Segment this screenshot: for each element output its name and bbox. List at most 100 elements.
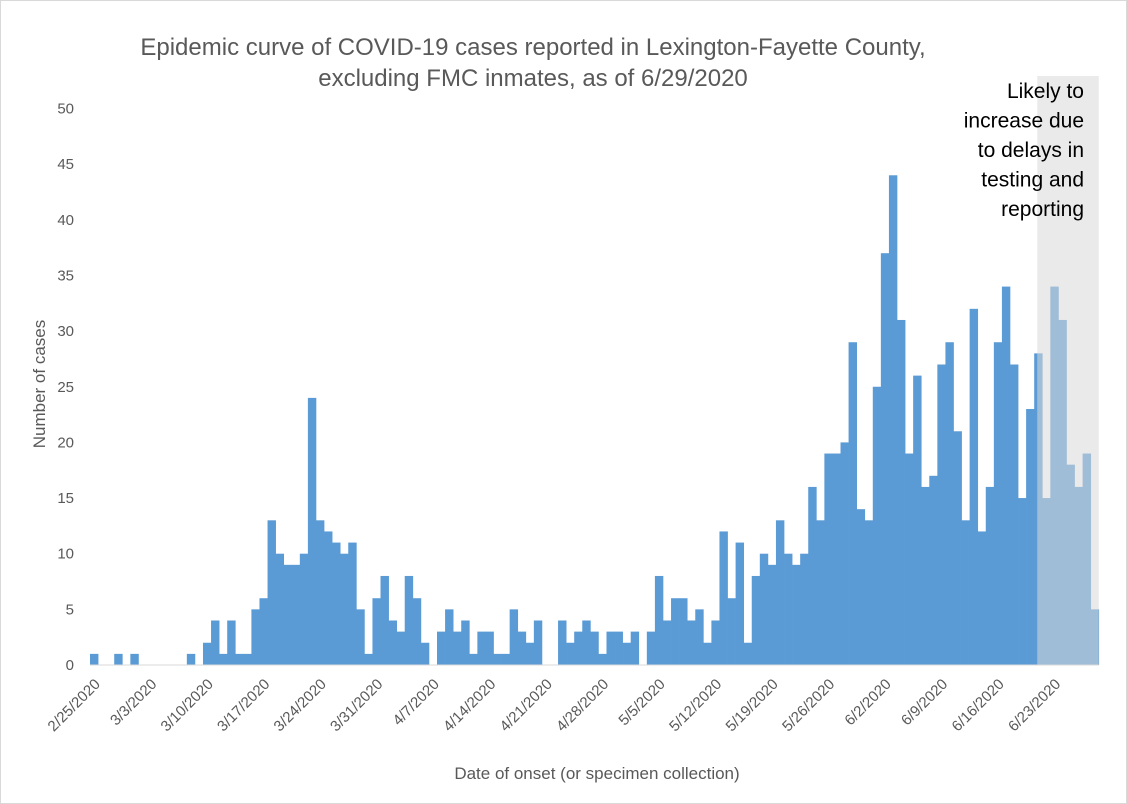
bar — [525, 642, 535, 665]
bar — [364, 653, 373, 665]
y-tick-label: 40 — [57, 212, 74, 229]
bar — [735, 542, 745, 665]
bar — [832, 453, 841, 665]
bar — [929, 475, 938, 665]
x-tick-label: 5/26/2020 — [779, 676, 838, 735]
y-tick-label: 35 — [57, 267, 74, 284]
bar — [211, 620, 220, 665]
bar — [953, 431, 962, 665]
bar — [937, 364, 946, 665]
bar — [1018, 498, 1027, 665]
bar — [864, 520, 874, 665]
bar — [646, 631, 656, 665]
bar — [662, 620, 672, 665]
bar — [993, 342, 1003, 665]
x-tick-label: 5/5/2020 — [615, 676, 668, 729]
bar — [969, 308, 979, 665]
x-tick-label: 3/17/2020 — [214, 676, 273, 735]
x-tick-label: 3/10/2020 — [158, 676, 217, 735]
bar — [695, 609, 704, 665]
bar — [372, 598, 381, 665]
bar — [913, 375, 922, 665]
bar — [243, 653, 252, 665]
bar — [888, 175, 898, 665]
bar — [251, 609, 260, 665]
x-tick-label: 2/25/2020 — [45, 676, 104, 735]
bar — [590, 631, 599, 665]
bar — [751, 575, 761, 665]
bar — [905, 453, 914, 665]
bar — [872, 386, 882, 665]
bar — [880, 253, 890, 665]
bar — [679, 598, 688, 665]
y-tick-label: 0 — [66, 657, 74, 674]
bar — [324, 531, 333, 665]
bar — [420, 642, 430, 665]
bar — [767, 564, 777, 665]
bar — [380, 575, 389, 665]
y-tick-label: 50 — [57, 101, 74, 118]
bar — [477, 631, 486, 665]
bar — [348, 542, 357, 665]
chart-title-line-1: Epidemic curve of COVID-19 cases reporte… — [140, 34, 925, 61]
x-tick-label: 6/16/2020 — [949, 676, 1008, 735]
bar — [340, 553, 349, 665]
y-tick-label: 30 — [57, 323, 74, 340]
bar — [509, 609, 519, 665]
bar — [202, 642, 212, 665]
bar — [711, 620, 720, 665]
bar — [566, 642, 575, 665]
bar — [227, 620, 236, 665]
bar — [283, 564, 293, 665]
bar — [985, 486, 995, 665]
bar — [130, 653, 139, 665]
bar — [784, 553, 793, 665]
shaded-region-note-line: Likely to — [1007, 80, 1084, 103]
bar — [598, 653, 607, 665]
bar — [235, 653, 244, 665]
bar — [291, 564, 301, 665]
bar — [897, 319, 906, 665]
bar — [558, 620, 567, 665]
bar — [469, 653, 478, 665]
bar — [219, 653, 228, 665]
bar — [816, 520, 825, 665]
bar — [654, 575, 664, 665]
bar — [792, 564, 801, 665]
chart-title-line-2: excluding FMC inmates, as of 6/29/2020 — [318, 65, 748, 92]
bar — [437, 631, 446, 665]
y-tick-label: 20 — [57, 434, 74, 451]
bar — [493, 653, 502, 665]
bar — [800, 553, 809, 665]
reporting-delay-shaded-region — [1037, 76, 1099, 665]
bar — [848, 342, 857, 665]
bar — [856, 509, 866, 665]
bar — [574, 631, 583, 665]
x-tick-label: 4/28/2020 — [553, 676, 612, 735]
bar — [356, 609, 365, 665]
y-tick-label: 15 — [57, 490, 74, 507]
bar — [275, 553, 285, 665]
bar — [259, 598, 268, 665]
bar — [114, 653, 123, 665]
bar — [307, 397, 317, 665]
bar — [808, 486, 817, 665]
bar — [743, 642, 753, 665]
x-tick-label: 4/14/2020 — [440, 676, 499, 735]
bar — [533, 620, 543, 665]
y-tick-label: 5 — [66, 601, 74, 618]
x-tick-label: 4/7/2020 — [390, 676, 443, 729]
bar — [299, 553, 309, 665]
bar — [1026, 409, 1035, 665]
shaded-region-note-line: increase due — [964, 110, 1084, 133]
x-tick-label: 3/3/2020 — [107, 676, 160, 729]
x-tick-label: 3/31/2020 — [327, 676, 386, 735]
x-tick-label: 4/21/2020 — [497, 676, 556, 735]
bar — [453, 631, 462, 665]
bar — [1001, 286, 1011, 665]
y-tick-label: 10 — [57, 546, 74, 563]
bar — [703, 642, 712, 665]
bar — [412, 598, 422, 665]
x-tick-label: 5/12/2020 — [666, 676, 725, 735]
